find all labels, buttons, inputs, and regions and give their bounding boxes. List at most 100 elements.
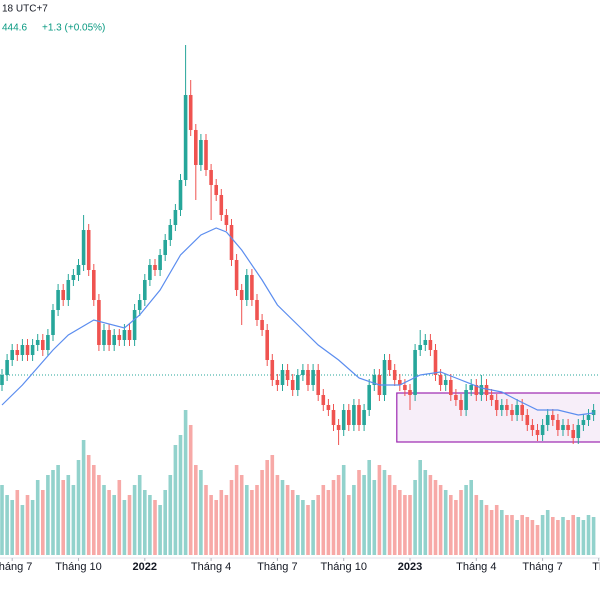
candle-body [479,385,484,395]
candle-body [413,350,417,395]
candle-body [336,425,341,430]
candle-body [362,410,366,425]
volume-bar [35,480,40,555]
volume-bar [520,515,524,555]
volume-bar [428,475,433,555]
candle-body [66,280,71,300]
candle-body [438,375,443,385]
volume-bar [347,495,351,555]
candle-body [143,280,147,300]
volume-bar [367,460,371,555]
candle-body [326,405,331,410]
candle-body [260,320,264,330]
candle-body [56,290,60,310]
volume-bar [188,425,193,555]
volume-bar [336,475,341,555]
x-tick-label: Tháng 4 [456,561,496,573]
volume-bar [566,520,570,555]
volume-bar [209,495,213,555]
candle-body [15,350,20,355]
volume-bar [102,485,106,555]
candle-body [505,405,509,410]
candle-body [214,185,218,195]
candle-body [61,290,65,300]
volume-bar [168,475,173,555]
volume-bar [137,475,142,555]
candle-body [199,140,203,165]
volume-bar [561,517,565,555]
volume-bar [357,470,361,555]
volume-bar [459,490,463,555]
candle-body [551,415,555,420]
candle-body [127,330,132,340]
volume-bar [576,517,581,555]
volume-bar [107,490,111,555]
candle-body [530,425,535,430]
volume-bar [545,510,550,555]
volume-bar [81,440,86,555]
volume-bar [127,495,132,555]
candle-body [474,385,479,395]
candle-body [188,95,193,130]
candle-body [132,310,137,340]
volume-bar [224,495,229,555]
volume-bar [153,500,157,555]
header-time: 18 UTC+7 [2,4,48,15]
candle-body [372,375,377,385]
volume-bar [474,495,479,555]
candle-body [46,335,50,350]
volume-bar [20,505,25,555]
volume-bar [112,495,116,555]
volume-bar [556,520,560,555]
candle-body [443,380,448,385]
candle-body [306,370,310,385]
candle-body [97,300,101,345]
volume-bar [321,485,326,555]
candle-body [408,390,412,395]
candle-body [255,300,259,320]
volume-bar [403,495,407,555]
volume-bar [423,470,428,555]
candle-body [178,180,183,210]
candle-body [418,345,422,350]
volume-bar [540,515,545,555]
volume-bar [535,525,540,555]
volume-bar [122,500,127,555]
candle-body [520,405,524,415]
candle-body [153,265,157,270]
volume-bar [66,475,71,555]
volume-bar [433,480,438,555]
volume-bar [97,475,101,555]
candle-body [270,360,275,380]
volume-bar [392,485,397,555]
candle-body [454,395,458,400]
volume-bar [30,500,35,555]
x-tick-label: Tháng 4 [191,561,231,573]
candle-body [296,375,300,390]
volume-bar [469,480,473,555]
x-tick-label: 2023 [398,561,422,573]
volume-bar [183,410,188,555]
volume-bar [275,475,280,555]
volume-bar [484,505,489,555]
volume-bar [515,520,519,555]
volume-bar [51,470,55,555]
candle-body [245,275,249,300]
volume-bar [290,490,295,555]
volume-bar [199,470,203,555]
volume-bar [0,485,4,555]
volume-bar [250,490,254,555]
x-tick-label: Th [592,561,600,573]
candle-body [173,210,178,225]
volume-bar [530,520,535,555]
candle-body [158,255,162,270]
volume-bar [494,505,499,555]
candle-body [484,385,489,395]
volume-bar [86,455,91,555]
volume-bar [239,475,244,555]
candle-body [494,400,499,410]
volume-bar [71,485,76,555]
volume-bar [571,515,575,555]
last-price: 444.6 [2,23,27,34]
candle-body [545,415,550,425]
